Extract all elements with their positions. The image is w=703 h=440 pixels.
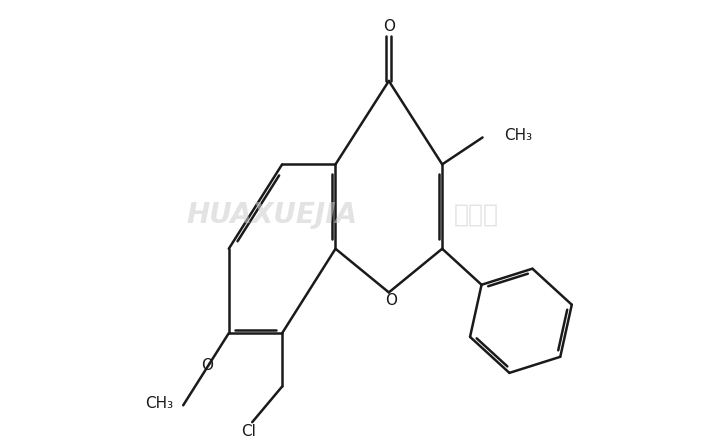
Text: O: O (385, 293, 396, 308)
Text: HUAXUEJIA: HUAXUEJIA (187, 201, 358, 229)
Text: O: O (201, 358, 213, 373)
Text: 化学加: 化学加 (453, 203, 498, 227)
Text: O: O (383, 19, 395, 34)
Text: CH₃: CH₃ (146, 396, 174, 411)
Text: CH₃: CH₃ (504, 128, 532, 143)
Text: Cl: Cl (241, 424, 256, 440)
